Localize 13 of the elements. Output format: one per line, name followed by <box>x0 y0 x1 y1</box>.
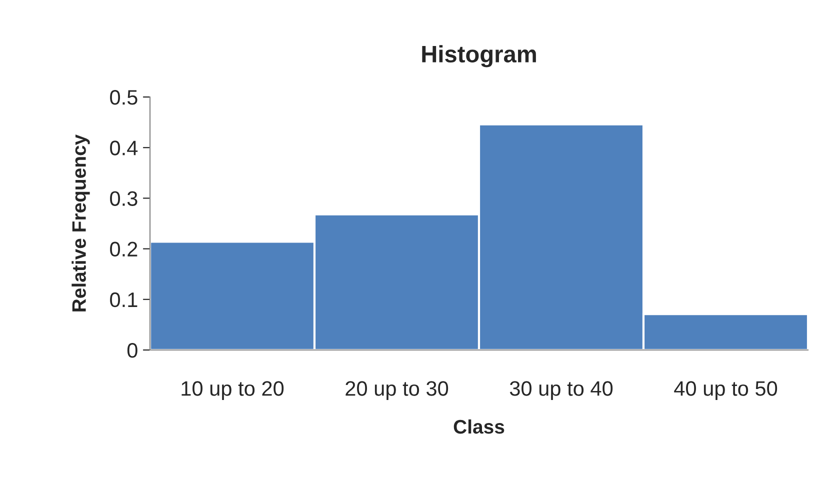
x-tick-label: 30 up to 40 <box>510 381 613 400</box>
y-tick-label: 0.1 <box>110 292 138 308</box>
y-tick-label: 0.2 <box>110 242 138 257</box>
x-tick-label: 20 up to 30 <box>346 381 448 400</box>
y-tick-label: 0.5 <box>110 90 138 105</box>
chart-title: Histogram <box>422 45 536 68</box>
y-axis-title: Relative Frequency <box>72 134 90 312</box>
x-tick-label: 10 up to 20 <box>182 381 284 400</box>
x-tick-label: 40 up to 50 <box>674 381 778 400</box>
y-tick-label: 0 <box>127 343 138 358</box>
y-tick-label: 0.4 <box>110 140 138 156</box>
x-axis-title: Class <box>454 419 504 434</box>
y-tick-label: 0.3 <box>110 191 138 206</box>
